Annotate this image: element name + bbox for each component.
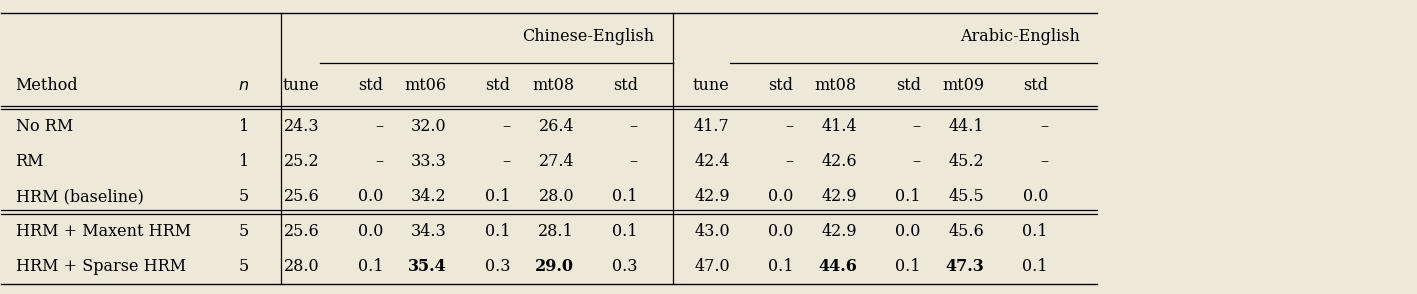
Text: 1: 1: [238, 153, 249, 170]
Text: 26.4: 26.4: [538, 118, 574, 135]
Text: 35.4: 35.4: [408, 258, 446, 275]
Text: 34.3: 34.3: [411, 223, 446, 240]
Text: –: –: [503, 153, 510, 170]
Text: 47.0: 47.0: [694, 258, 730, 275]
Text: mt06: mt06: [405, 77, 446, 94]
Text: 0.1: 0.1: [485, 188, 510, 205]
Text: 45.5: 45.5: [948, 188, 985, 205]
Text: 34.2: 34.2: [411, 188, 446, 205]
Text: –: –: [913, 118, 921, 135]
Text: 24.3: 24.3: [283, 118, 320, 135]
Text: Method: Method: [16, 77, 78, 94]
Text: 0.1: 0.1: [896, 188, 921, 205]
Text: 47.3: 47.3: [945, 258, 985, 275]
Text: 0.3: 0.3: [485, 258, 510, 275]
Text: tune: tune: [693, 77, 730, 94]
Text: std: std: [612, 77, 638, 94]
Text: 42.9: 42.9: [694, 188, 730, 205]
Text: 0.1: 0.1: [612, 188, 638, 205]
Text: 0.1: 0.1: [896, 258, 921, 275]
Text: –: –: [1040, 153, 1049, 170]
Text: 28.0: 28.0: [538, 188, 574, 205]
Text: Chinese-English: Chinese-English: [523, 28, 655, 45]
Text: 33.3: 33.3: [411, 153, 446, 170]
Text: –: –: [1040, 118, 1049, 135]
Text: 43.0: 43.0: [694, 223, 730, 240]
Text: –: –: [376, 153, 383, 170]
Text: 42.4: 42.4: [694, 153, 730, 170]
Text: 25.6: 25.6: [283, 223, 320, 240]
Text: 28.0: 28.0: [283, 258, 320, 275]
Text: 45.6: 45.6: [948, 223, 985, 240]
Text: mt08: mt08: [531, 77, 574, 94]
Text: std: std: [359, 77, 383, 94]
Text: 41.7: 41.7: [694, 118, 730, 135]
Text: 0.0: 0.0: [896, 223, 921, 240]
Text: std: std: [486, 77, 510, 94]
Text: 5: 5: [238, 223, 249, 240]
Text: –: –: [376, 118, 383, 135]
Text: 0.0: 0.0: [768, 223, 794, 240]
Text: 0.0: 0.0: [768, 188, 794, 205]
Text: std: std: [768, 77, 794, 94]
Text: std: std: [896, 77, 921, 94]
Text: –: –: [629, 118, 638, 135]
Text: No RM: No RM: [16, 118, 72, 135]
Text: –: –: [785, 153, 794, 170]
Text: 0.3: 0.3: [612, 258, 638, 275]
Text: –: –: [913, 153, 921, 170]
Text: –: –: [785, 118, 794, 135]
Text: 41.4: 41.4: [822, 118, 857, 135]
Text: 32.0: 32.0: [411, 118, 446, 135]
Text: –: –: [629, 153, 638, 170]
Text: –: –: [503, 118, 510, 135]
Text: 28.1: 28.1: [538, 223, 574, 240]
Text: 0.1: 0.1: [485, 223, 510, 240]
Text: Arabic-English: Arabic-English: [959, 28, 1080, 45]
Text: $n$: $n$: [238, 78, 249, 93]
Text: 0.1: 0.1: [1023, 223, 1049, 240]
Text: 44.6: 44.6: [818, 258, 857, 275]
Text: 0.1: 0.1: [768, 258, 794, 275]
Text: HRM (baseline): HRM (baseline): [16, 188, 143, 205]
Text: 44.1: 44.1: [948, 118, 985, 135]
Text: mt08: mt08: [815, 77, 857, 94]
Text: 25.6: 25.6: [283, 188, 320, 205]
Text: HRM + Sparse HRM: HRM + Sparse HRM: [16, 258, 186, 275]
Text: 0.0: 0.0: [359, 188, 383, 205]
Text: 25.2: 25.2: [283, 153, 320, 170]
Text: std: std: [1023, 77, 1049, 94]
Text: 0.1: 0.1: [612, 223, 638, 240]
Text: mt09: mt09: [942, 77, 985, 94]
Text: 5: 5: [238, 258, 249, 275]
Text: 1: 1: [238, 118, 249, 135]
Text: RM: RM: [16, 153, 44, 170]
Text: 5: 5: [238, 188, 249, 205]
Text: tune: tune: [283, 77, 320, 94]
Text: 0.0: 0.0: [1023, 188, 1049, 205]
Text: HRM + Maxent HRM: HRM + Maxent HRM: [16, 223, 191, 240]
Text: 0.1: 0.1: [1023, 258, 1049, 275]
Text: 0.1: 0.1: [357, 258, 383, 275]
Text: 45.2: 45.2: [948, 153, 985, 170]
Text: 42.9: 42.9: [822, 188, 857, 205]
Text: 42.9: 42.9: [822, 223, 857, 240]
Text: 29.0: 29.0: [536, 258, 574, 275]
Text: 27.4: 27.4: [538, 153, 574, 170]
Text: 0.0: 0.0: [359, 223, 383, 240]
Text: 42.6: 42.6: [822, 153, 857, 170]
